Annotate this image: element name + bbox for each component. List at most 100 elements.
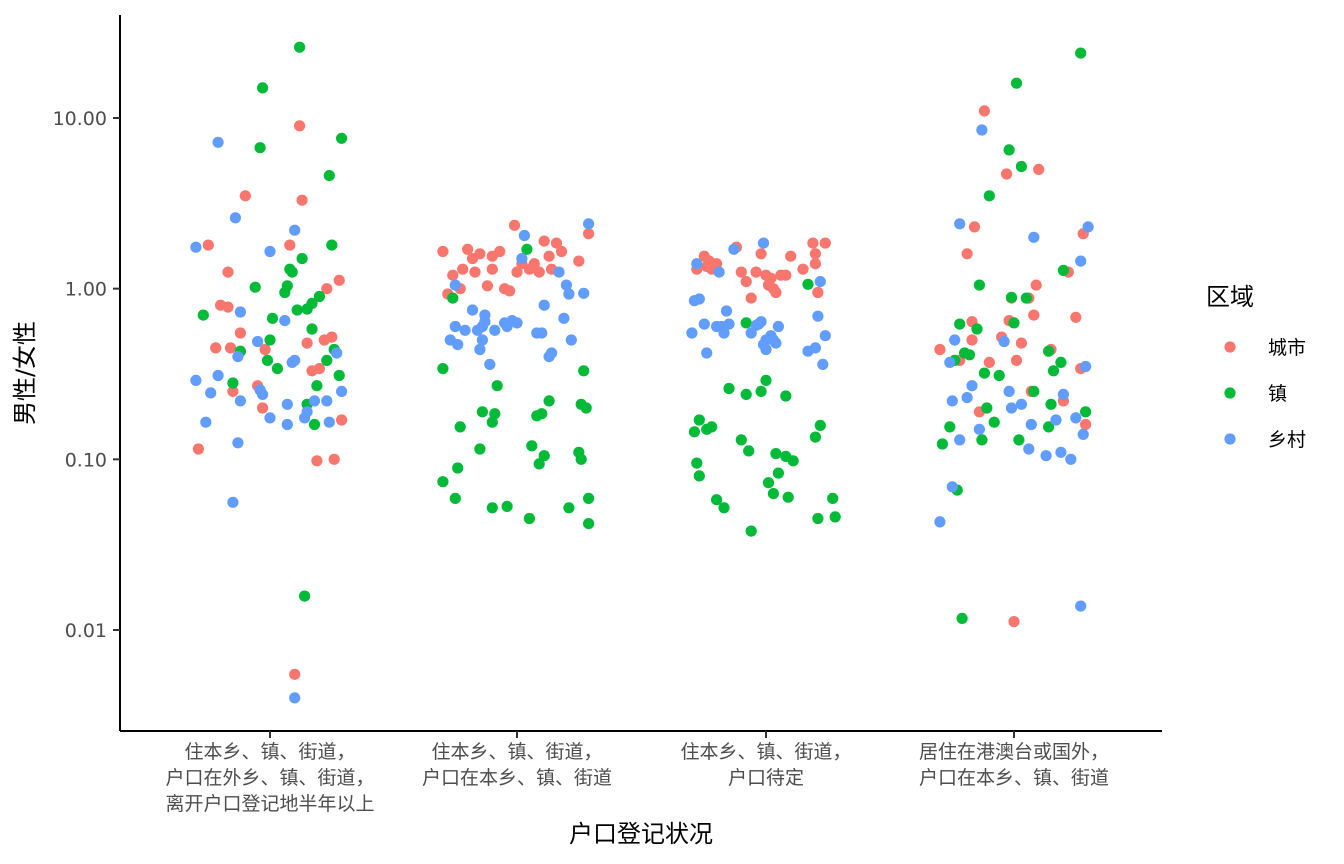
data-point <box>686 327 698 339</box>
data-point <box>311 455 323 467</box>
data-point <box>735 266 747 278</box>
data-point <box>538 235 550 247</box>
legend-title: 区域 <box>1206 283 1254 311</box>
data-point <box>326 239 338 251</box>
data-point <box>1033 163 1045 175</box>
legend-label: 乡村 <box>1268 429 1306 451</box>
data-point <box>814 276 826 288</box>
data-point <box>693 470 705 482</box>
data-point <box>770 337 782 349</box>
data-point <box>978 105 991 117</box>
data-point <box>494 245 506 258</box>
data-point <box>306 323 318 335</box>
data-point <box>817 358 829 370</box>
data-point <box>299 590 311 602</box>
data-point <box>479 316 491 328</box>
data-point <box>291 304 303 316</box>
data-point <box>973 279 986 291</box>
data-point <box>538 299 550 311</box>
data-point <box>271 363 283 375</box>
data-point <box>311 380 323 392</box>
data-point <box>296 253 308 265</box>
data-point <box>222 266 234 278</box>
data-point <box>489 324 501 336</box>
data-point <box>720 305 733 317</box>
data-point <box>760 374 772 386</box>
data-point <box>491 380 503 392</box>
data-point <box>234 327 246 339</box>
data-point <box>234 306 246 318</box>
data-point <box>973 423 986 435</box>
data-point <box>536 327 548 339</box>
data-point <box>264 334 276 346</box>
data-point <box>711 494 723 506</box>
data-point <box>281 398 293 410</box>
data-point <box>728 243 740 255</box>
data-point <box>1028 231 1040 243</box>
data-point <box>1070 412 1082 424</box>
data-point <box>1075 600 1087 612</box>
data-point <box>1082 221 1094 233</box>
data-point <box>508 219 521 231</box>
data-point <box>224 342 237 354</box>
data-point <box>1055 356 1067 368</box>
data-point <box>279 315 291 327</box>
data-point <box>518 229 531 242</box>
data-point <box>961 392 973 404</box>
data-point <box>336 132 348 144</box>
data-point <box>1030 279 1042 291</box>
data-point <box>981 402 993 414</box>
data-point <box>313 290 325 303</box>
data-point <box>523 512 536 525</box>
data-point <box>740 276 752 288</box>
data-point <box>212 136 224 148</box>
data-point <box>336 385 348 397</box>
y-axis-ticks: 0.01 0.10 1.00 10.00 <box>53 108 120 642</box>
data-point <box>1008 616 1020 628</box>
y-axis-title: 男性/女性 <box>11 321 39 425</box>
data-point <box>735 434 747 446</box>
legend-key <box>1224 341 1236 353</box>
data-point <box>934 343 946 356</box>
data-point <box>934 516 946 528</box>
data-point <box>963 349 976 361</box>
x-tick-label: 住本乡、镇、街道， <box>680 741 851 763</box>
data-point <box>782 491 794 503</box>
data-point <box>229 212 241 224</box>
data-point <box>333 369 345 382</box>
data-point <box>812 286 824 299</box>
data-point <box>580 402 592 414</box>
data-point <box>829 511 841 523</box>
data-point <box>264 245 276 258</box>
data-point <box>484 358 496 370</box>
data-point <box>807 237 819 249</box>
data-point <box>521 243 533 255</box>
data-point <box>469 266 481 278</box>
data-point <box>809 248 822 260</box>
data-point <box>1028 385 1040 397</box>
data-point <box>511 266 523 278</box>
data-point <box>718 327 730 339</box>
data-point <box>1057 388 1069 400</box>
data-point <box>949 334 961 346</box>
data-point <box>1077 428 1089 440</box>
data-point <box>555 245 568 258</box>
data-point <box>770 448 782 460</box>
data-point <box>289 692 301 704</box>
data-point <box>289 224 301 236</box>
data-point <box>780 269 792 281</box>
data-point <box>252 335 264 348</box>
data-point <box>993 369 1005 382</box>
data-point <box>1020 292 1032 304</box>
data-point <box>740 317 752 329</box>
data-point <box>197 309 209 321</box>
data-point <box>573 255 585 267</box>
data-point <box>1080 360 1092 373</box>
legend-label: 城市 <box>1268 337 1306 359</box>
data-point <box>780 390 792 402</box>
data-point <box>289 354 301 366</box>
data-point <box>227 377 239 389</box>
data-point <box>476 406 488 418</box>
data-point <box>713 266 725 278</box>
x-axis-ticks: 住本乡、镇、街道，户口在外乡、镇、街道，离开户口登记地半年以上住本乡、镇、街道，… <box>165 731 1109 815</box>
